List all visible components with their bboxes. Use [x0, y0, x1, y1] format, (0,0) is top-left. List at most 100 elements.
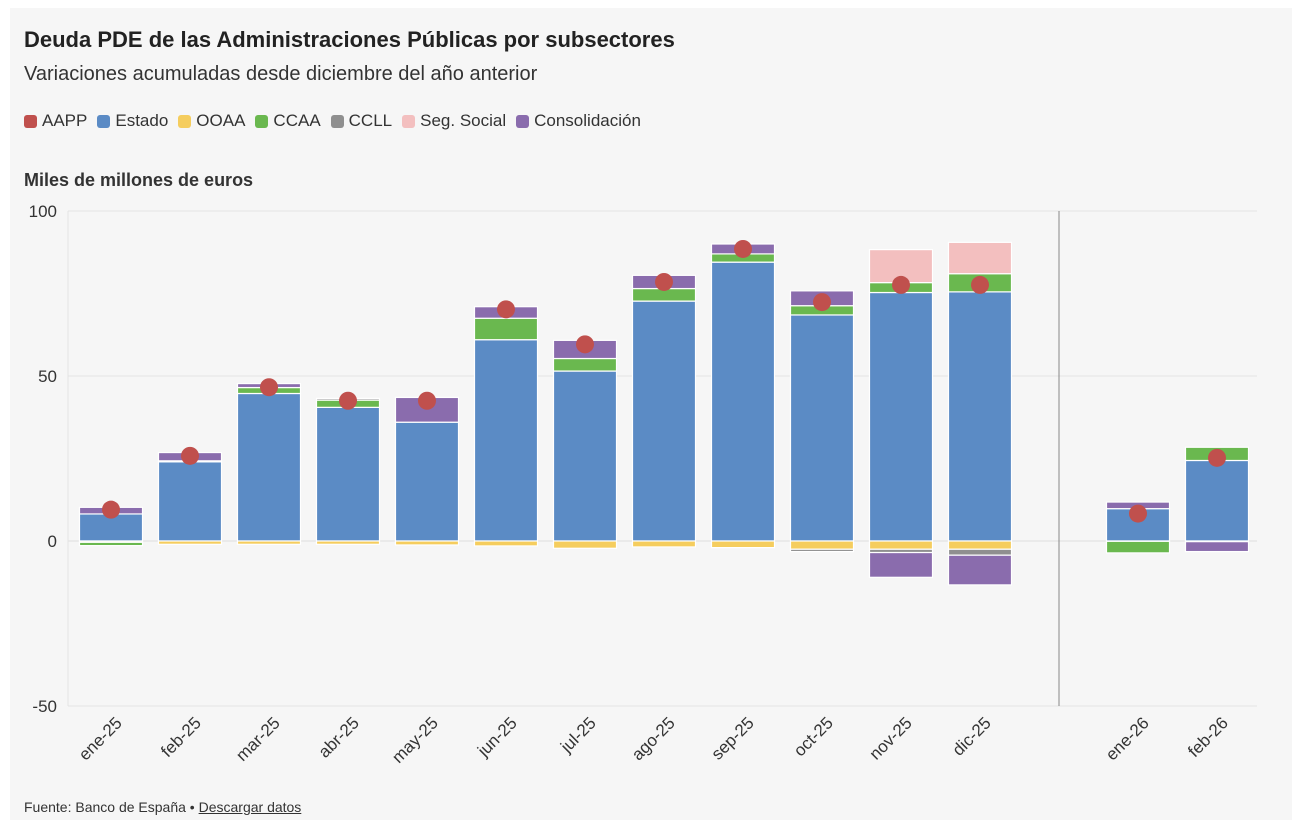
legend-swatch-aapp [24, 114, 37, 128]
legend-label-ccaa: CCAA [273, 111, 321, 130]
bar-segment-ooaa [710, 540, 776, 549]
legend-label-aapp: AAPP [42, 111, 88, 130]
legend-item-ccll[interactable]: CCLL [330, 111, 393, 131]
x-tick-labels: ene-25 feb-25 mar-25 abr-25 may-25 jun-25 jul-… [75, 713, 1232, 767]
x-tick-label: sep-25 [708, 713, 758, 763]
bar-segment-ooaa [947, 540, 1013, 550]
legend-label-seg-social: Seg. Social [420, 111, 507, 130]
unit-label: Miles de millones de euros [24, 170, 254, 190]
source-text: Fuente: Banco de España [24, 799, 186, 815]
legend-label-ooaa: OOAA [196, 111, 246, 130]
bar-segment-consolidaci-n [947, 554, 1013, 586]
chart-title: Deuda PDE de las Administraciones Públic… [24, 27, 675, 52]
bar-segment-estado [157, 461, 223, 542]
legend: AAPP Estado OOAA CCAA CCLL Seg. Social C… [24, 111, 651, 131]
legend-item-ccaa[interactable]: CCAA [255, 111, 321, 131]
x-tick-label: mar-25 [232, 713, 284, 765]
bars-layer [78, 241, 1250, 586]
download-data-link[interactable]: Descargar datos [198, 799, 302, 815]
legend-swatch-ooaa [178, 114, 192, 128]
x-tick-label: ene-26 [1102, 713, 1153, 764]
bar-segment-ooaa [868, 540, 934, 550]
bar-segment-estado [552, 370, 618, 542]
legend-swatch-ccll [330, 114, 344, 128]
y-tick-label: 0 [48, 532, 57, 551]
aapp-marker [102, 500, 120, 519]
aapp-marker [734, 239, 752, 258]
aapp-marker [260, 378, 278, 397]
aapp-marker [813, 293, 831, 312]
legend-label-estado: Estado [115, 111, 169, 130]
x-tick-label: feb-25 [157, 713, 205, 761]
aapp-marker [971, 275, 989, 294]
bar-segment-estado [868, 291, 934, 542]
bar-segment-ooaa [631, 540, 697, 548]
bar-segment-ccaa [78, 541, 144, 547]
x-tick-label: may-25 [388, 713, 442, 767]
bar-segment-ooaa [473, 540, 539, 547]
x-tick-label: oct-25 [790, 713, 837, 760]
bar-segment-seg-social [947, 241, 1013, 275]
footer-separator: • [185, 799, 199, 815]
legend-swatch-seg-social [402, 114, 416, 128]
bar-segment-estado [789, 314, 855, 542]
bar-segment-ooaa [157, 540, 223, 545]
legend-item-estado[interactable]: Estado [97, 111, 168, 131]
x-tick-label: feb-26 [1184, 713, 1232, 761]
chart-subtitle: Variaciones acumuladas desde diciembre d… [24, 63, 538, 85]
y-tick-label: -50 [32, 697, 57, 716]
x-tick-label: jun-25 [473, 713, 521, 761]
bar-segment-ccll [947, 548, 1013, 556]
bar-segment-ooaa [789, 540, 855, 550]
bar-segment-estado [710, 261, 776, 542]
aapp-marker [1129, 504, 1147, 523]
legend-label-consolidacion: Consolidación [534, 111, 641, 130]
legend-label-ccll: CCLL [348, 111, 393, 130]
bar-segment-estado [236, 392, 302, 542]
x-tick-label: jul-25 [556, 713, 600, 757]
bar-segment-ooaa [236, 540, 302, 545]
bar-segment-ooaa [394, 540, 460, 546]
aapp-marker [418, 391, 436, 410]
aapp-marker [655, 272, 673, 291]
legend-item-ooaa[interactable]: OOAA [178, 111, 245, 131]
bar-segment-ooaa [552, 540, 618, 549]
legend-swatch-estado [97, 114, 111, 128]
bar-segment-ccaa [1105, 540, 1171, 554]
legend-swatch-ccaa [255, 114, 269, 128]
bar-segment-consolidaci-n [868, 551, 934, 578]
bar-segment-consolidaci-n [1184, 541, 1250, 553]
aapp-marker [1208, 448, 1226, 467]
x-tick-label: abr-25 [315, 713, 363, 761]
grid-layer [67, 210, 1257, 707]
footer: Fuente: Banco de España • Descargar dato… [24, 799, 301, 815]
legend-swatch-consolidacion [516, 114, 530, 128]
bar-segment-ooaa [315, 540, 381, 545]
aapp-marker [892, 275, 910, 294]
aapp-marker [181, 446, 199, 465]
bar-segment-estado [631, 300, 697, 542]
x-tick-label: ene-25 [75, 713, 126, 764]
bar-segment-estado [394, 421, 460, 542]
bar-segment-ccaa [552, 357, 618, 372]
aapp-marker [576, 335, 594, 354]
y-tick-label: 100 [29, 202, 57, 221]
x-tick-label: nov-25 [866, 713, 916, 763]
aapp-marker [497, 300, 515, 319]
y-tick-label: 50 [38, 367, 57, 386]
legend-item-seg-social[interactable]: Seg. Social [402, 111, 506, 131]
y-tick-labels: -50 0 50 100 [29, 202, 57, 716]
aapp-markers-layer [102, 239, 1226, 523]
legend-item-aapp[interactable]: AAPP [24, 111, 87, 131]
legend-item-consolidacion[interactable]: Consolidación [516, 111, 641, 131]
bar-segment-estado [473, 339, 539, 542]
bar-segment-estado [315, 406, 381, 542]
x-tick-label: dic-25 [949, 713, 995, 759]
aapp-marker [339, 391, 357, 410]
bar-segment-ccaa [473, 317, 539, 341]
x-tick-label: ago-25 [628, 713, 679, 764]
bar-segment-estado [1184, 459, 1250, 542]
bar-segment-ccll [789, 548, 855, 553]
bar-segment-estado [947, 291, 1013, 542]
